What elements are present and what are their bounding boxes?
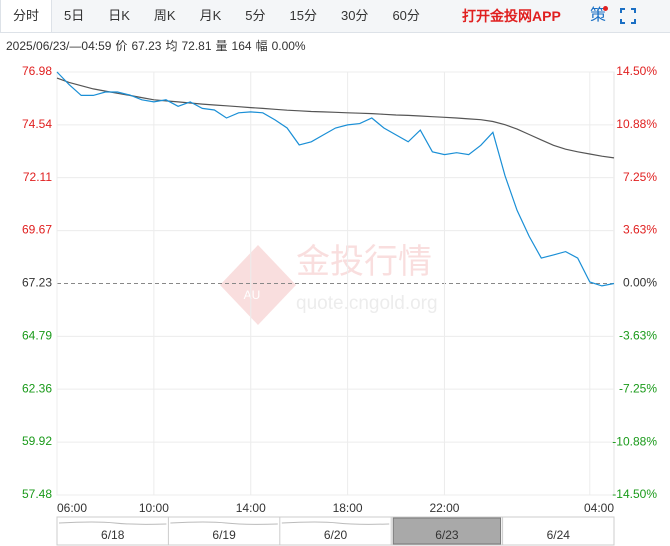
info-label: 价 xyxy=(115,39,128,53)
tab[interactable]: 5分 xyxy=(245,8,266,23)
chart: AU 金投行情 quote.cngold.org 76.98 74.54 72.11… xyxy=(22,64,657,546)
x-tick-label: 04:00 xyxy=(584,501,614,515)
navigator-date: 6/18 xyxy=(101,528,125,542)
y2-tick-label: 7.25% xyxy=(623,170,657,184)
tab[interactable]: 15分 xyxy=(289,8,317,23)
y-tick-label: 74.54 xyxy=(22,117,52,131)
navigator-date: 6/23 xyxy=(435,528,459,542)
tab[interactable]: 60分 xyxy=(392,8,420,23)
watermark-brand: 金投行情 xyxy=(296,243,432,281)
y-tick-label: 59.92 xyxy=(22,434,52,448)
price-line xyxy=(56,71,615,287)
info-time: 2025/06/23/—04:59 xyxy=(6,39,112,53)
tab[interactable]: 30分 xyxy=(340,8,369,23)
average-line xyxy=(56,77,615,159)
y2-tick-label: -7.25% xyxy=(619,381,657,395)
y2-tick-label: -14.50% xyxy=(612,487,657,501)
y2-tick-label: -10.88% xyxy=(612,434,657,448)
app-link[interactable]: 打开金投网APP xyxy=(462,8,561,24)
y2-tick-label: 3.63% xyxy=(623,223,657,237)
y2-tick-label: 0.00% xyxy=(623,276,657,290)
x-tick-label: 18:00 xyxy=(333,501,363,515)
tab-bar: 分时 5日 日K 周K 月K 5分 15分 30分 60分 xyxy=(0,0,670,33)
tab[interactable]: 月K xyxy=(199,8,222,23)
watermark-url: quote.cngold.org xyxy=(296,293,438,314)
y2-tick-label: 14.50% xyxy=(616,64,657,78)
x-tick-label: 06:00 xyxy=(57,501,87,515)
y2-tick-label: -3.63% xyxy=(619,329,657,343)
x-tick-label: 10:00 xyxy=(139,501,169,515)
y-tick-label: 57.48 xyxy=(22,487,52,501)
navigator xyxy=(56,516,615,546)
tab[interactable]: 周K xyxy=(153,8,176,23)
navigator-date: 6/24 xyxy=(547,528,571,542)
navigator-date: 6/20 xyxy=(324,528,348,542)
tab[interactable]: 分时 xyxy=(0,0,53,32)
info-label: 均 xyxy=(165,39,178,53)
y-tick-label: 67.23 xyxy=(22,276,52,290)
y2-tick-label: 10.88% xyxy=(616,117,657,131)
info-label: 量 xyxy=(215,39,228,53)
y-tick-label: 62.36 xyxy=(22,381,52,395)
navigator-selected xyxy=(392,517,502,545)
y-tick-label: 69.67 xyxy=(22,223,52,237)
notice-dot xyxy=(603,6,608,11)
navigator-mini-line xyxy=(58,521,167,525)
info-value: 72.81 xyxy=(181,39,212,53)
tab[interactable]: 5日 xyxy=(64,8,85,23)
tab[interactable]: 日K xyxy=(108,8,130,23)
watermark-logo: AU xyxy=(244,288,261,302)
navigator-mini-line xyxy=(281,521,390,525)
y-tick-label: 64.79 xyxy=(22,329,52,343)
navigator-mini-line xyxy=(170,521,278,525)
navigator-date: 6/19 xyxy=(212,528,236,542)
info-line: 2025/06/23/—04:59 价 67.23 均 72.81 量 164 幅 0.00% xyxy=(6,37,310,54)
y-tick-label: 76.98 xyxy=(22,64,52,78)
info-label: 幅 xyxy=(255,39,268,53)
info-value: 0.00% xyxy=(271,39,306,53)
x-tick-label: 22:00 xyxy=(429,501,459,515)
fullscreen-button[interactable] xyxy=(620,8,636,24)
info-value: 67.23 xyxy=(131,39,162,53)
info-value: 164 xyxy=(231,39,252,53)
x-tick-label: 14:00 xyxy=(236,501,266,515)
watermark: AU 金投行情 quote.cngold.org xyxy=(220,243,438,325)
strategy-button[interactable]: 策 xyxy=(590,7,607,24)
y-tick-label: 72.11 xyxy=(23,170,52,184)
